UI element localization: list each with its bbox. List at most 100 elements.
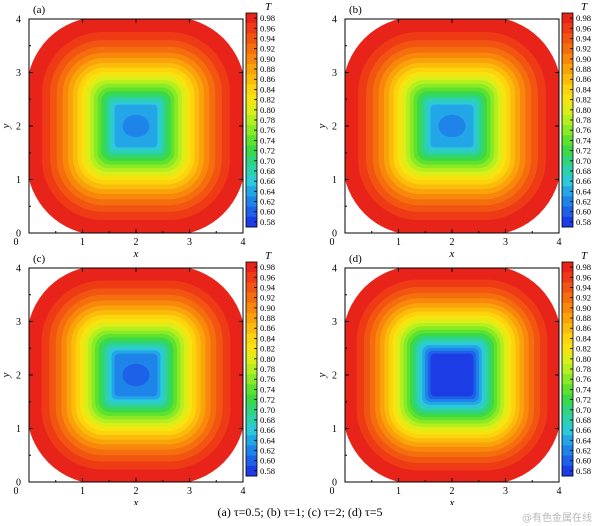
colorbar-tick-label: 0.72 <box>260 395 275 405</box>
colorbar-tick-label: 0.78 <box>260 364 275 374</box>
colorbar-tick-label: 0.68 <box>576 166 591 176</box>
colorbar-swatch <box>562 206 573 218</box>
y-axis-label: y <box>0 123 12 129</box>
colorbar-tick-label: 0.90 <box>576 54 591 64</box>
y-tick-label: 3 <box>16 68 21 79</box>
colorbar-tick-label: 0.82 <box>576 95 591 105</box>
colorbar-swatch <box>562 176 573 187</box>
colorbar-swatch <box>562 394 573 406</box>
x-tick-label: 3 <box>187 237 192 248</box>
y-tick-label: 4 <box>16 15 21 26</box>
colorbar-tick-label: 0.96 <box>260 272 276 282</box>
panel-label: (a) <box>33 4 46 16</box>
colorbar-swatch <box>246 384 257 395</box>
y-tick-label: 1 <box>332 424 337 435</box>
colorbar-tick-label: 0.88 <box>576 313 591 323</box>
colorbar-swatch <box>246 176 257 187</box>
colorbar-tick-label: 0.86 <box>260 323 276 333</box>
colorbar-swatch <box>562 445 573 457</box>
colorbar-tick-label: 0.96 <box>260 23 276 33</box>
colorbar-tick-label: 0.82 <box>260 344 275 354</box>
colorbar-tick-label: 0.72 <box>576 395 591 405</box>
x-tick-label: 2 <box>450 237 455 248</box>
colorbar-swatch <box>562 404 573 416</box>
colorbar-tick-label: 0.88 <box>260 64 275 74</box>
colorbar-tick-label: 0.98 <box>260 262 275 272</box>
colorbar-tick-label: 0.80 <box>260 105 275 115</box>
colorbar-swatch <box>246 333 257 344</box>
colorbar-tick-label: 0.82 <box>576 344 591 354</box>
colorbar-tick-label: 0.62 <box>576 197 591 207</box>
contour-field <box>345 268 559 482</box>
colorbar-tick-label: 0.84 <box>576 333 592 343</box>
y-axis-label: y <box>316 123 328 129</box>
y-tick-label: 4 <box>332 264 337 275</box>
colorbar-swatch <box>562 312 573 324</box>
colorbar-swatch <box>246 282 257 293</box>
y-tick-label: 3 <box>16 317 21 328</box>
colorbar-tick-label: 0.90 <box>260 303 275 313</box>
colorbar-tick-label: 0.94 <box>576 282 592 292</box>
y-tick-label: 1 <box>16 424 21 435</box>
colorbar-tick-label: 0.82 <box>260 95 275 105</box>
colorbar-swatch <box>246 404 257 416</box>
colorbar-swatch <box>562 33 573 44</box>
x-axis-label: x <box>133 248 139 260</box>
x-tick-label: 1 <box>396 237 401 248</box>
colorbar-swatch <box>562 114 573 126</box>
contour-panel-1: 0 1 2 3 401234xy(b)0.980.960.940.920.900.880… <box>316 1 592 260</box>
colorbar-tick-label: 0.74 <box>260 135 276 145</box>
colorbar-swatch <box>246 353 257 365</box>
colorbar-tick-label: 0.66 <box>260 176 276 186</box>
colorbar-swatch <box>246 455 257 467</box>
colorbar-tick-label: 0.76 <box>260 125 276 135</box>
cold-square <box>433 356 471 394</box>
colorbar-tick-label: 0.98 <box>576 13 591 23</box>
colorbar-tick-label: 0.98 <box>576 262 591 272</box>
contour-panel-3: 0 1 2 3 401234xy(d)0.980.960.940.920.900.880… <box>316 250 592 505</box>
colorbar-tick-label: 0.72 <box>260 146 275 156</box>
colorbar-swatch <box>562 414 573 426</box>
y-tick-label: 4 <box>16 264 21 275</box>
colorbar-swatch <box>246 435 257 446</box>
contour-field <box>29 19 243 233</box>
colorbar-tick-label: 0.88 <box>260 313 275 323</box>
colorbar-tick-label: 0.94 <box>576 33 592 43</box>
colorbar-swatch <box>246 155 257 167</box>
y-axis-label: y <box>0 372 12 378</box>
colorbar-swatch <box>246 323 257 334</box>
x-axis-label: x <box>449 248 455 260</box>
colorbar-swatch <box>246 135 257 146</box>
colorbar-swatch <box>562 63 573 75</box>
colorbar-swatch <box>246 94 257 106</box>
colorbar-swatch <box>246 23 257 34</box>
colorbar-tick-label: 0.80 <box>260 354 275 364</box>
colorbar-swatch <box>246 414 257 426</box>
colorbar-swatch <box>562 272 573 283</box>
colorbar-swatch <box>246 33 257 44</box>
colorbar-swatch <box>562 262 573 273</box>
figure-caption: (a) τ=0.5; (b) τ=1; (c) τ=2; (d) τ=5 <box>217 505 383 519</box>
colorbar-swatch <box>246 343 257 355</box>
colorbar-swatch <box>246 312 257 324</box>
colorbar: 0.980.960.940.920.900.880.860.840.820.80… <box>561 1 592 228</box>
x-tick-label: 4 <box>557 237 562 248</box>
colorbar-tick-label: 0.94 <box>260 282 276 292</box>
colorbar-tick-label: 0.84 <box>260 333 276 343</box>
colorbar-tick-label: 0.78 <box>576 115 591 125</box>
colorbar-tick-label: 0.96 <box>576 272 592 282</box>
colorbar-tick-label: 0.58 <box>260 217 275 227</box>
colorbar-swatch <box>246 272 257 283</box>
colorbar-swatch <box>562 196 573 208</box>
contour-panel-0: 0 1 2 3 401234xy(a)0.980.960.940.920.900.880… <box>0 1 276 260</box>
colorbar-tick-label: 0.60 <box>576 456 591 466</box>
colorbar-swatch <box>246 394 257 406</box>
colorbar-tick-label: 0.80 <box>576 354 591 364</box>
colorbar-swatch <box>562 165 573 177</box>
colorbar-swatch <box>562 292 573 304</box>
colorbar-swatch <box>246 165 257 177</box>
colorbar-tick-label: 0.70 <box>576 405 591 415</box>
x-tick-label: 1 <box>80 237 85 248</box>
y-tick-label: 2 <box>16 122 21 133</box>
colorbar-swatch <box>246 216 257 228</box>
